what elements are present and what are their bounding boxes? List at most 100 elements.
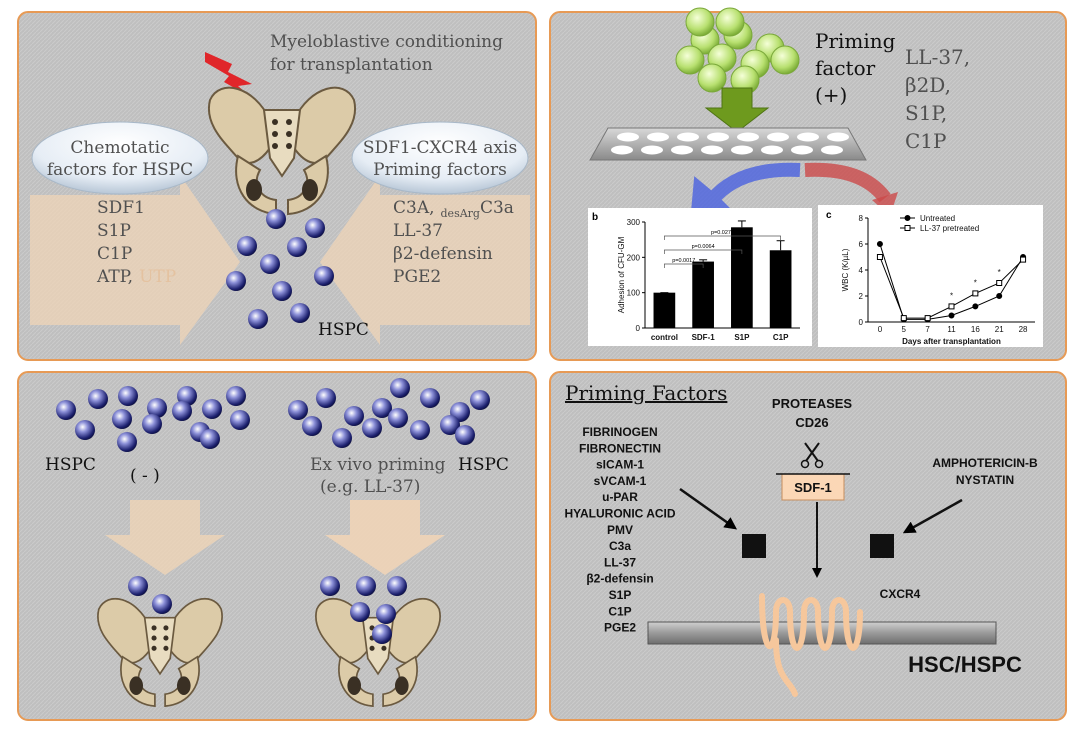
legend-marker	[904, 225, 911, 231]
handle	[800, 459, 810, 469]
sacral-hole	[272, 143, 278, 149]
x-tick-label: control	[651, 333, 678, 342]
priming-factor: C3a	[609, 539, 631, 553]
hspc-cell	[440, 415, 460, 435]
hspc-cell	[350, 602, 370, 622]
iliac-wing	[207, 86, 271, 164]
sdf1-label: SDF-1	[794, 480, 832, 495]
foramen	[177, 676, 191, 696]
well	[707, 132, 729, 142]
hspc-cell	[287, 237, 307, 257]
scissors	[800, 442, 824, 469]
hspc-cell	[388, 408, 408, 428]
particle	[675, 45, 705, 75]
curved-arrow	[804, 162, 891, 203]
significance-bracket	[664, 235, 781, 240]
factor: S1P	[97, 221, 131, 241]
point	[876, 241, 883, 247]
lightning	[205, 52, 252, 98]
legend-label: LL-37 pretreated	[920, 224, 979, 233]
curved-arrow	[690, 162, 801, 221]
panel-label: b	[592, 212, 598, 223]
x-tick-label: S1P	[734, 333, 750, 342]
x-tick-label: 7	[925, 325, 930, 334]
well	[761, 145, 783, 155]
y-tick-label: 8	[859, 214, 864, 223]
x-tick-label: 16	[971, 325, 980, 334]
legend-marker	[904, 215, 911, 221]
point	[996, 280, 1003, 286]
antifungal: NYSTATIN	[956, 473, 1014, 487]
well	[617, 132, 639, 142]
hspc-cell	[56, 400, 76, 420]
sacral-hole	[381, 645, 387, 651]
hspc-cell	[88, 389, 108, 409]
hspc-cell	[118, 386, 138, 406]
hspc-cell	[316, 388, 336, 408]
blade	[805, 442, 820, 462]
hspc-cell	[226, 271, 246, 291]
point	[1020, 256, 1027, 263]
well	[731, 145, 753, 155]
hspc-cell	[288, 400, 308, 420]
factor: ATP,	[96, 267, 133, 287]
flow-arrow	[320, 175, 530, 345]
y-axis-label: Adhesion of CFU-GM	[617, 236, 626, 313]
sacral-hole	[163, 635, 169, 641]
point	[972, 290, 979, 297]
point	[972, 303, 979, 310]
y-tick-label: 6	[859, 240, 864, 249]
hspc-cell	[470, 390, 490, 410]
well	[641, 145, 663, 155]
sacral-hole	[286, 119, 292, 125]
antifungal: AMPHOTERICIN-B	[932, 456, 1038, 470]
sacral-hole	[151, 625, 157, 631]
hspc-cell	[172, 401, 192, 421]
section-title: Priming Factors	[565, 381, 727, 405]
significance-mark: *	[998, 268, 1001, 277]
well	[611, 145, 633, 155]
foramen	[246, 179, 262, 201]
iliac-wing	[293, 86, 357, 164]
hspc-cell	[117, 432, 137, 452]
well	[647, 132, 669, 142]
priming-label: factor	[815, 56, 876, 80]
bar	[692, 261, 714, 328]
particle	[770, 45, 800, 75]
hspc-cell	[226, 386, 246, 406]
x-axis-label: Days after transplantation	[902, 337, 1001, 346]
x-tick-label: 21	[995, 325, 1004, 334]
factor-line: C3A, desArgC3a	[393, 198, 514, 220]
hspc-cell	[387, 576, 407, 596]
well	[791, 145, 813, 155]
hspc-cell	[147, 398, 167, 418]
hspc-label: HSPC	[45, 455, 96, 475]
arrow	[902, 498, 963, 534]
down-arrow	[105, 500, 225, 575]
foramen	[347, 676, 361, 696]
down-arrow	[704, 87, 770, 133]
hspc-label: HSPC	[458, 455, 509, 475]
priming-factor: LL-37	[604, 555, 636, 569]
hspc-cell	[372, 398, 392, 418]
significance-bracket	[664, 263, 704, 268]
priming-text: (e.g. LL-37)	[320, 477, 420, 497]
factor: LL-37,	[905, 45, 970, 69]
x-tick-label: SDF-1	[692, 333, 716, 342]
point	[948, 303, 955, 310]
p-value: p=0.0064	[692, 244, 715, 250]
sacral-hole	[272, 131, 278, 137]
sacral-hole	[151, 645, 157, 651]
sign: ( - )	[130, 466, 160, 486]
priming-factor: S1P	[609, 588, 632, 602]
factor: C3a	[480, 198, 514, 218]
well	[677, 132, 699, 142]
hspc-cell	[356, 576, 376, 596]
flow-arrow	[30, 175, 240, 345]
well	[827, 132, 849, 142]
hspc-cell	[260, 254, 280, 274]
protease: PROTEASES	[772, 396, 853, 411]
y-tick-label: 300	[627, 218, 641, 227]
priming-factor: sVCAM-1	[594, 474, 647, 488]
sacral-hole	[286, 131, 292, 137]
